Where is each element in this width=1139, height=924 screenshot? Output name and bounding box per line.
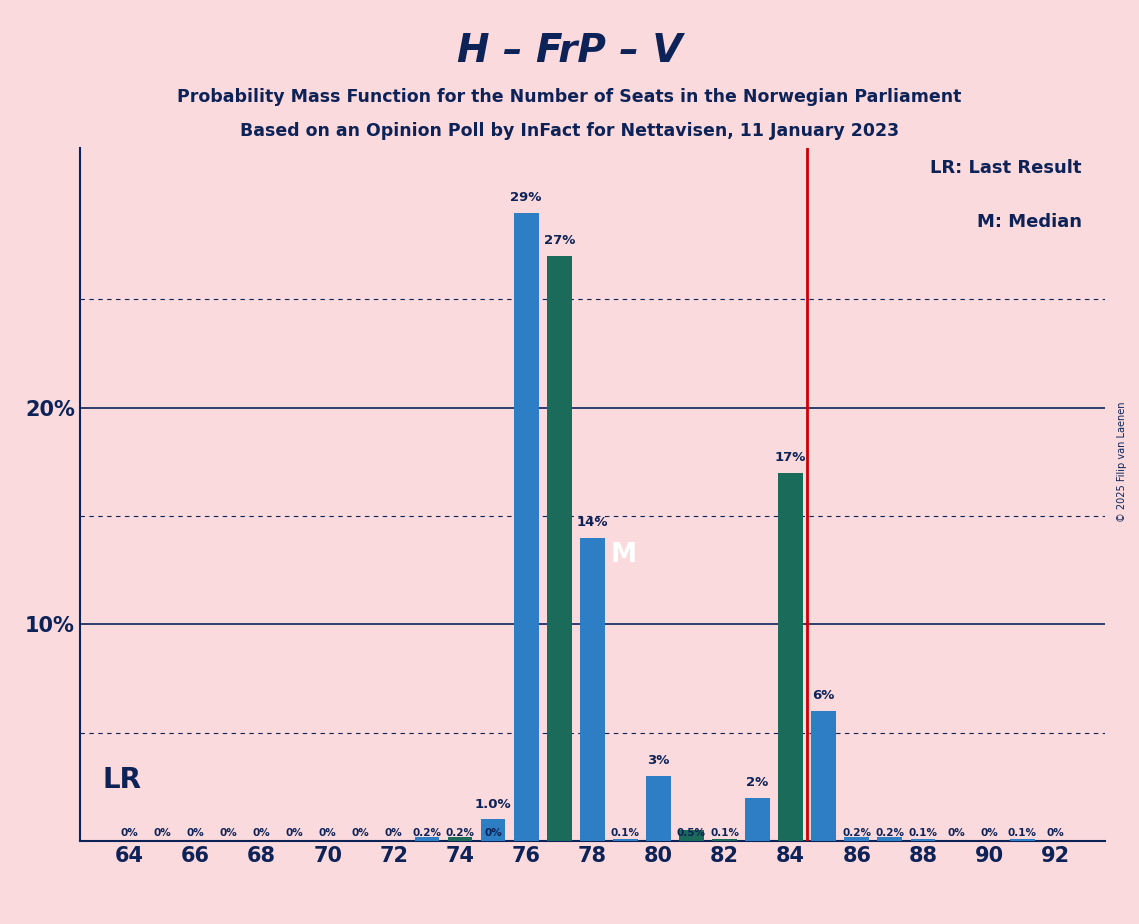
Text: 0%: 0% (352, 828, 370, 837)
Text: 0%: 0% (319, 828, 337, 837)
Text: 0%: 0% (1047, 828, 1064, 837)
Text: 6%: 6% (812, 689, 835, 702)
Bar (712, 839, 737, 841)
Text: Based on an Opinion Poll by InFact for Nettavisen, 11 January 2023: Based on an Opinion Poll by InFact for N… (240, 122, 899, 140)
Bar (448, 836, 473, 841)
Bar (481, 820, 506, 841)
Bar (778, 473, 803, 841)
Text: 0.1%: 0.1% (710, 828, 739, 837)
Text: 0.2%: 0.2% (843, 828, 871, 837)
Bar (877, 836, 902, 841)
Bar (514, 213, 539, 841)
Text: 0%: 0% (385, 828, 403, 837)
Text: 27%: 27% (543, 235, 575, 248)
Text: 0%: 0% (286, 828, 304, 837)
Text: 2%: 2% (746, 776, 769, 789)
Bar (547, 256, 572, 841)
Text: © 2025 Filip van Laenen: © 2025 Filip van Laenen (1117, 402, 1126, 522)
Bar (811, 711, 836, 841)
Text: M: M (611, 542, 637, 568)
Text: 17%: 17% (775, 451, 806, 464)
Text: M: Median: M: Median (976, 213, 1082, 231)
Bar (613, 839, 638, 841)
Text: 1.0%: 1.0% (475, 797, 511, 810)
Text: 0.1%: 0.1% (909, 828, 937, 837)
Bar (580, 538, 605, 841)
Text: 0.2%: 0.2% (876, 828, 904, 837)
Text: LR: LR (103, 766, 142, 795)
Bar (646, 776, 671, 841)
Text: 0%: 0% (220, 828, 237, 837)
Text: H – FrP – V: H – FrP – V (457, 32, 682, 70)
Text: Probability Mass Function for the Number of Seats in the Norwegian Parliament: Probability Mass Function for the Number… (178, 88, 961, 105)
Bar (844, 836, 869, 841)
Text: 0.2%: 0.2% (412, 828, 442, 837)
Text: 14%: 14% (576, 516, 608, 529)
Text: 0%: 0% (948, 828, 965, 837)
Text: 0.2%: 0.2% (445, 828, 475, 837)
Text: 0.5%: 0.5% (677, 828, 706, 837)
Text: 29%: 29% (510, 191, 542, 204)
Text: 0%: 0% (154, 828, 171, 837)
Bar (1010, 839, 1034, 841)
Bar (415, 836, 440, 841)
Text: 0%: 0% (484, 828, 502, 837)
Text: 0%: 0% (981, 828, 998, 837)
Bar (679, 830, 704, 841)
Text: 0.1%: 0.1% (1008, 828, 1036, 837)
Text: LR: Last Result: LR: Last Result (931, 159, 1082, 176)
Bar (910, 839, 935, 841)
Text: 0%: 0% (121, 828, 138, 837)
Text: 0%: 0% (253, 828, 270, 837)
Text: 0.1%: 0.1% (611, 828, 640, 837)
Text: 3%: 3% (647, 754, 670, 767)
Bar (745, 797, 770, 841)
Text: 0%: 0% (187, 828, 204, 837)
